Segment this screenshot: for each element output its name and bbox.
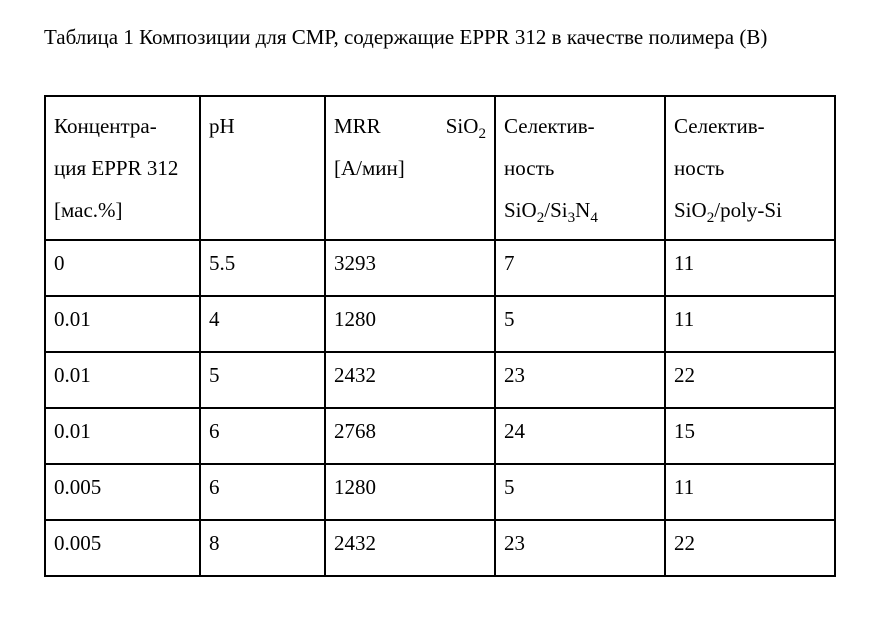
header-text: ция EPPR 312: [54, 156, 178, 180]
cell-ph: 6: [200, 408, 325, 464]
data-table: Концентра- ция EPPR 312 [мас.%] pH MRR S…: [44, 95, 836, 577]
header-text: SiO2/Si3N4: [504, 198, 598, 222]
header-text: pH: [209, 114, 235, 138]
cell-mrr: 2768: [325, 408, 495, 464]
header-text: MRR: [334, 105, 381, 147]
table-header-row: Концентра- ция EPPR 312 [мас.%] pH MRR S…: [45, 96, 835, 240]
cell-sel-polysi: 22: [665, 520, 835, 576]
cell-ph: 4: [200, 296, 325, 352]
col-header-concentration: Концентра- ция EPPR 312 [мас.%]: [45, 96, 200, 240]
col-header-selectivity-polysi: Селектив- ность SiO2/poly-Si: [665, 96, 835, 240]
cell-mrr: 1280: [325, 296, 495, 352]
col-header-selectivity-sin: Селектив- ность SiO2/Si3N4: [495, 96, 665, 240]
cell-sel-polysi: 22: [665, 352, 835, 408]
header-text: Селектив-: [674, 114, 765, 138]
cell-concentration: 0.005: [45, 464, 200, 520]
header-text: SiO2: [446, 105, 486, 147]
cell-concentration: 0.01: [45, 408, 200, 464]
cell-concentration: 0.01: [45, 352, 200, 408]
cell-ph: 5: [200, 352, 325, 408]
table-row: 0.005 6 1280 5 11: [45, 464, 835, 520]
cell-ph: 8: [200, 520, 325, 576]
cell-sel-polysi: 11: [665, 240, 835, 296]
col-header-ph: pH: [200, 96, 325, 240]
cell-sel-polysi: 11: [665, 464, 835, 520]
cell-mrr: 3293: [325, 240, 495, 296]
cell-sel-sin: 23: [495, 520, 665, 576]
header-text: [А/мин]: [334, 156, 405, 180]
header-text: SiO2/poly-Si: [674, 198, 782, 222]
cell-sel-sin: 5: [495, 464, 665, 520]
table-row: 0 5.5 3293 7 11: [45, 240, 835, 296]
cell-sel-sin: 24: [495, 408, 665, 464]
header-text: [мас.%]: [54, 198, 123, 222]
header-text: ность: [504, 156, 554, 180]
cell-ph: 6: [200, 464, 325, 520]
table-row: 0.01 5 2432 23 22: [45, 352, 835, 408]
table-row: 0.01 6 2768 24 15: [45, 408, 835, 464]
cell-mrr: 1280: [325, 464, 495, 520]
document-page: Таблица 1 Композиции для СМР, содержащие…: [0, 0, 888, 619]
cell-concentration: 0.005: [45, 520, 200, 576]
table-row: 0.01 4 1280 5 11: [45, 296, 835, 352]
cell-concentration: 0.01: [45, 296, 200, 352]
table-body: 0 5.5 3293 7 11 0.01 4 1280 5 11 0.01 5 …: [45, 240, 835, 576]
cell-sel-polysi: 15: [665, 408, 835, 464]
cell-mrr: 2432: [325, 520, 495, 576]
cell-sel-sin: 23: [495, 352, 665, 408]
cell-sel-sin: 7: [495, 240, 665, 296]
header-text: Селектив-: [504, 114, 595, 138]
table-row: 0.005 8 2432 23 22: [45, 520, 835, 576]
header-text: Концентра-: [54, 114, 157, 138]
cell-ph: 5.5: [200, 240, 325, 296]
cell-mrr: 2432: [325, 352, 495, 408]
cell-sel-polysi: 11: [665, 296, 835, 352]
cell-concentration: 0: [45, 240, 200, 296]
header-text: ность: [674, 156, 724, 180]
table-caption: Таблица 1 Композиции для СМР, содержащие…: [44, 24, 868, 51]
cell-sel-sin: 5: [495, 296, 665, 352]
col-header-mrr: MRR SiO2 [А/мин]: [325, 96, 495, 240]
